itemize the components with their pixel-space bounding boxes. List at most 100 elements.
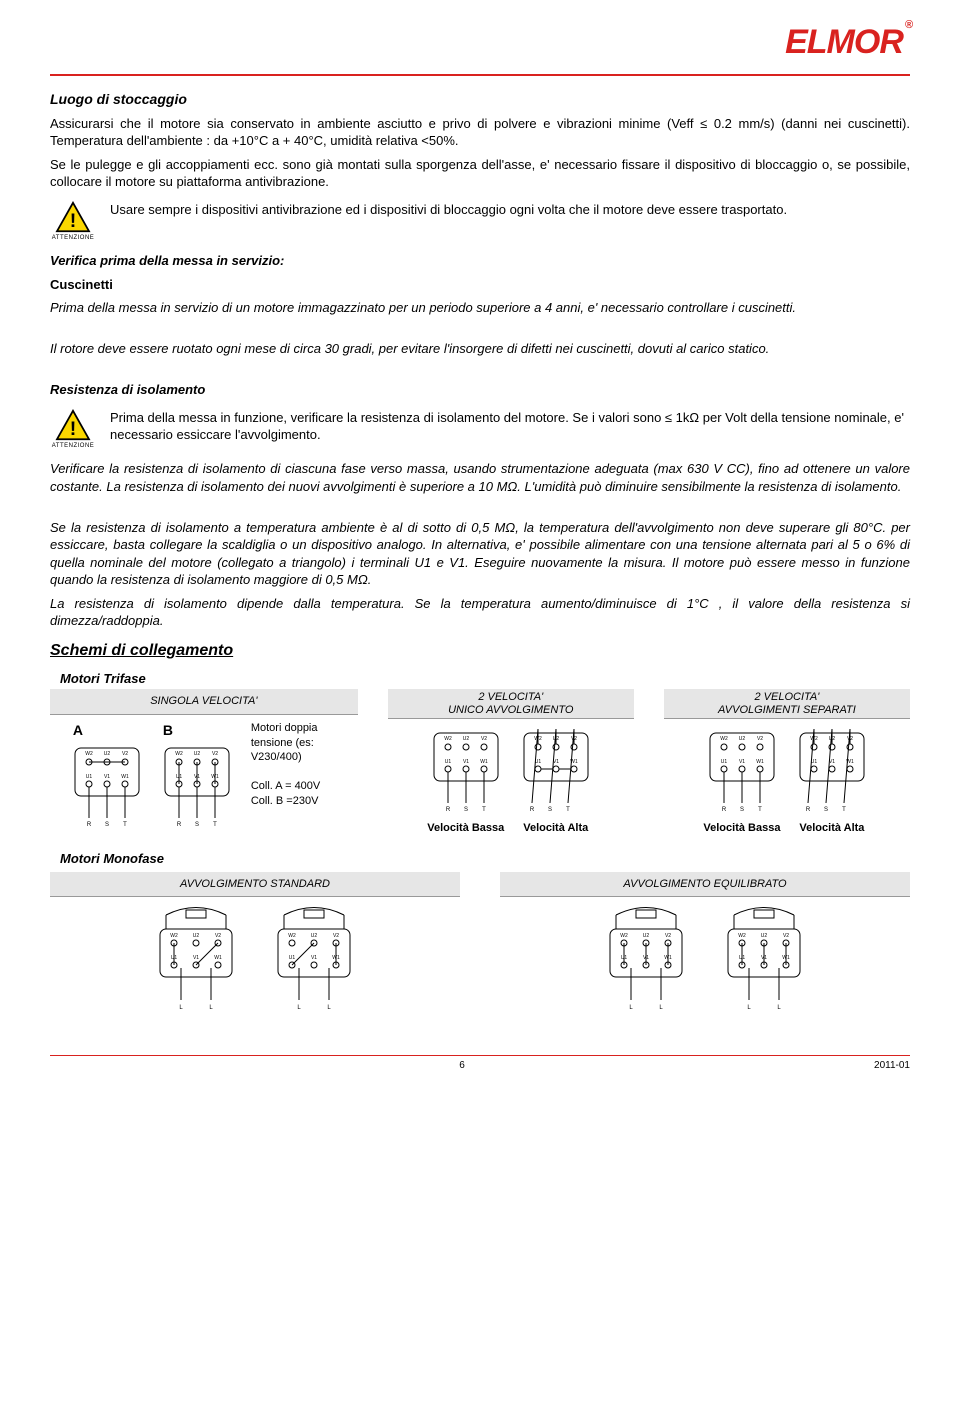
svg-text:V1: V1 [193, 955, 199, 961]
svg-text:T: T [566, 807, 570, 813]
diagram-star: A W2U2V2 U1V1W1 RST [67, 721, 147, 834]
mono-bal-diagram-1-icon: W2U2V2 U1V1W1 LL [596, 905, 696, 1015]
twospeed-high-icon: W2U2V2 U1V1W1 RST [516, 725, 596, 815]
delta-diagram-icon: W2U2V2 U1V1W1 RST [157, 740, 237, 830]
c3-cap2: Velocità Alta [792, 822, 872, 834]
warning-triangle-icon: ! [55, 409, 91, 441]
diagram-2v-high: W2U2V2 U1V1W1 RST Velocità Alta [516, 725, 596, 834]
svg-text:W2: W2 [738, 933, 746, 939]
mono-std-diagram-2-icon: W2U2V2 U1V1W1 LL [264, 905, 364, 1015]
svg-text:U1: U1 [445, 759, 452, 765]
svg-text:L: L [327, 1005, 331, 1011]
svg-text:V2: V2 [122, 751, 128, 757]
footer-page: 6 [50, 1059, 874, 1073]
svg-text:!: ! [70, 418, 77, 440]
storage-p1: Assicurarsi che il motore sia conservato… [50, 115, 910, 150]
monofase-title: Motori Monofase [60, 850, 910, 868]
attention-block-2: ! ATTENZIONE Prima della messa in funzio… [50, 409, 910, 450]
c2-cap2: Velocità Alta [516, 822, 596, 834]
warning-triangle-icon: ! [55, 201, 91, 233]
svg-text:U2: U2 [643, 933, 650, 939]
monofase-col-2: AVVOLGIMENTO EQUILIBRATO W2U2V2 U1V1W1 L… [500, 872, 910, 1016]
mono-bal-diagram-2-icon: W2U2V2 U1V1W1 LL [714, 905, 814, 1015]
wiring-heading: Schemi di collegamento [50, 640, 910, 662]
svg-text:S: S [195, 822, 199, 828]
svg-text:L: L [629, 1005, 633, 1011]
attention-text-2: Prima della messa in funzione, verificar… [110, 409, 910, 444]
c3-cap1: Velocità Bassa [702, 822, 782, 834]
svg-text:T: T [213, 822, 217, 828]
col1-body: A W2U2V2 U1V1W1 RST B W2U2V2 [50, 715, 358, 840]
svg-text:L: L [297, 1005, 301, 1011]
diagram-sep-low: W2U2V2 U1V1W1 RST Velocità Bassa [702, 725, 782, 834]
diagram-2v-low: W2U2V2 U1V1W1 RST Velocità Bassa [426, 725, 506, 834]
svg-text:W1: W1 [214, 955, 222, 961]
sep-low-icon: W2U2V2 U1V1W1 RST [702, 725, 782, 815]
verify-title-text: Verifica prima della messa in servizio: [50, 253, 284, 268]
svg-text:V1: V1 [739, 759, 745, 765]
svg-text:W2: W2 [720, 736, 728, 742]
svg-text:U1: U1 [289, 955, 296, 961]
svg-text:T: T [123, 822, 127, 828]
insulation-p3: Verificare la resistenza di isolamento d… [50, 460, 910, 495]
bearings-p2: Il rotore deve essere ruotato ogni mese … [50, 340, 910, 358]
svg-text:W2: W2 [288, 933, 296, 939]
star-diagram-icon: W2U2V2 U1V1W1 RST [67, 740, 147, 830]
attention-label: ATTENZIONE [50, 234, 96, 242]
note-line2: Coll. A = 400V [251, 779, 341, 794]
svg-text:!: ! [70, 210, 77, 232]
mono-c2-body: W2U2V2 U1V1W1 LL W2U2V2 U1V1W1 LL [500, 897, 910, 1015]
footer-date: 2011-01 [874, 1059, 910, 1073]
svg-text:U2: U2 [104, 751, 111, 757]
trifase-title: Motori Trifase [60, 670, 910, 688]
page-footer: 6 2011-01 [50, 1055, 910, 1073]
svg-text:U2: U2 [463, 736, 470, 742]
svg-text:W2: W2 [620, 933, 628, 939]
c2h1: 2 VELOCITA' [478, 691, 543, 703]
trifase-col-2: 2 VELOCITA' UNICO AVVOLGIMENTO W2U2V2 U1… [388, 689, 634, 840]
svg-text:R: R [530, 807, 535, 813]
trifase-col-3: 2 VELOCITA' AVVOLGIMENTI SEPARATI W2U2V2… [664, 689, 910, 840]
svg-text:T: T [758, 807, 762, 813]
header-rule [50, 74, 910, 76]
trifase-col-1: SINGOLA VELOCITA' A W2U2V2 U1V1W1 RST B [50, 689, 358, 840]
svg-text:W2: W2 [175, 751, 183, 757]
svg-text:V2: V2 [215, 933, 221, 939]
col3-header: 2 VELOCITA' AVVOLGIMENTI SEPARATI [664, 689, 910, 719]
svg-text:V2: V2 [333, 933, 339, 939]
svg-text:S: S [105, 822, 109, 828]
svg-text:S: S [824, 807, 828, 813]
label-a: A [73, 721, 147, 740]
note-line1: Motori doppia tensione (es: V230/400) [251, 721, 341, 766]
svg-text:L: L [179, 1005, 183, 1011]
svg-text:W2: W2 [85, 751, 93, 757]
svg-text:S: S [464, 807, 468, 813]
logo-text: ELMOR® [785, 20, 910, 66]
svg-text:T: T [482, 807, 486, 813]
sep-high-icon: W2U2V2 U1V1W1 RST [792, 725, 872, 815]
insulation-sub: Resistenza di isolamento [50, 381, 910, 399]
verify-title: Verifica prima della messa in servizio: [50, 252, 910, 270]
svg-text:V2: V2 [665, 933, 671, 939]
mono-std-diagram-1-icon: W2U2V2 U1V1W1 LL [146, 905, 246, 1015]
insulation-p5: La resistenza di isolamento dipende dall… [50, 595, 910, 630]
svg-text:V1: V1 [311, 955, 317, 961]
diagram-delta: B W2U2V2 U1V1W1 RST [157, 721, 237, 834]
logo-word: ELMOR [785, 23, 903, 61]
storage-title: Luogo di stoccaggio [50, 90, 910, 109]
label-b: B [163, 721, 237, 740]
svg-text:V2: V2 [783, 933, 789, 939]
svg-text:L: L [747, 1005, 751, 1011]
svg-text:V1: V1 [463, 759, 469, 765]
svg-text:W1: W1 [121, 774, 129, 780]
svg-text:S: S [740, 807, 744, 813]
attention-icon-1: ! ATTENZIONE [50, 201, 96, 242]
svg-text:W1: W1 [480, 759, 488, 765]
attention-icon-2: ! ATTENZIONE [50, 409, 96, 450]
svg-text:W1: W1 [756, 759, 764, 765]
attention-label: ATTENZIONE [50, 442, 96, 450]
mono-c1-header: AVVOLGIMENTO STANDARD [50, 872, 460, 898]
svg-text:U2: U2 [739, 736, 746, 742]
svg-text:L: L [209, 1005, 213, 1011]
attention-text-1: Usare sempre i dispositivi antivibrazion… [110, 201, 910, 219]
